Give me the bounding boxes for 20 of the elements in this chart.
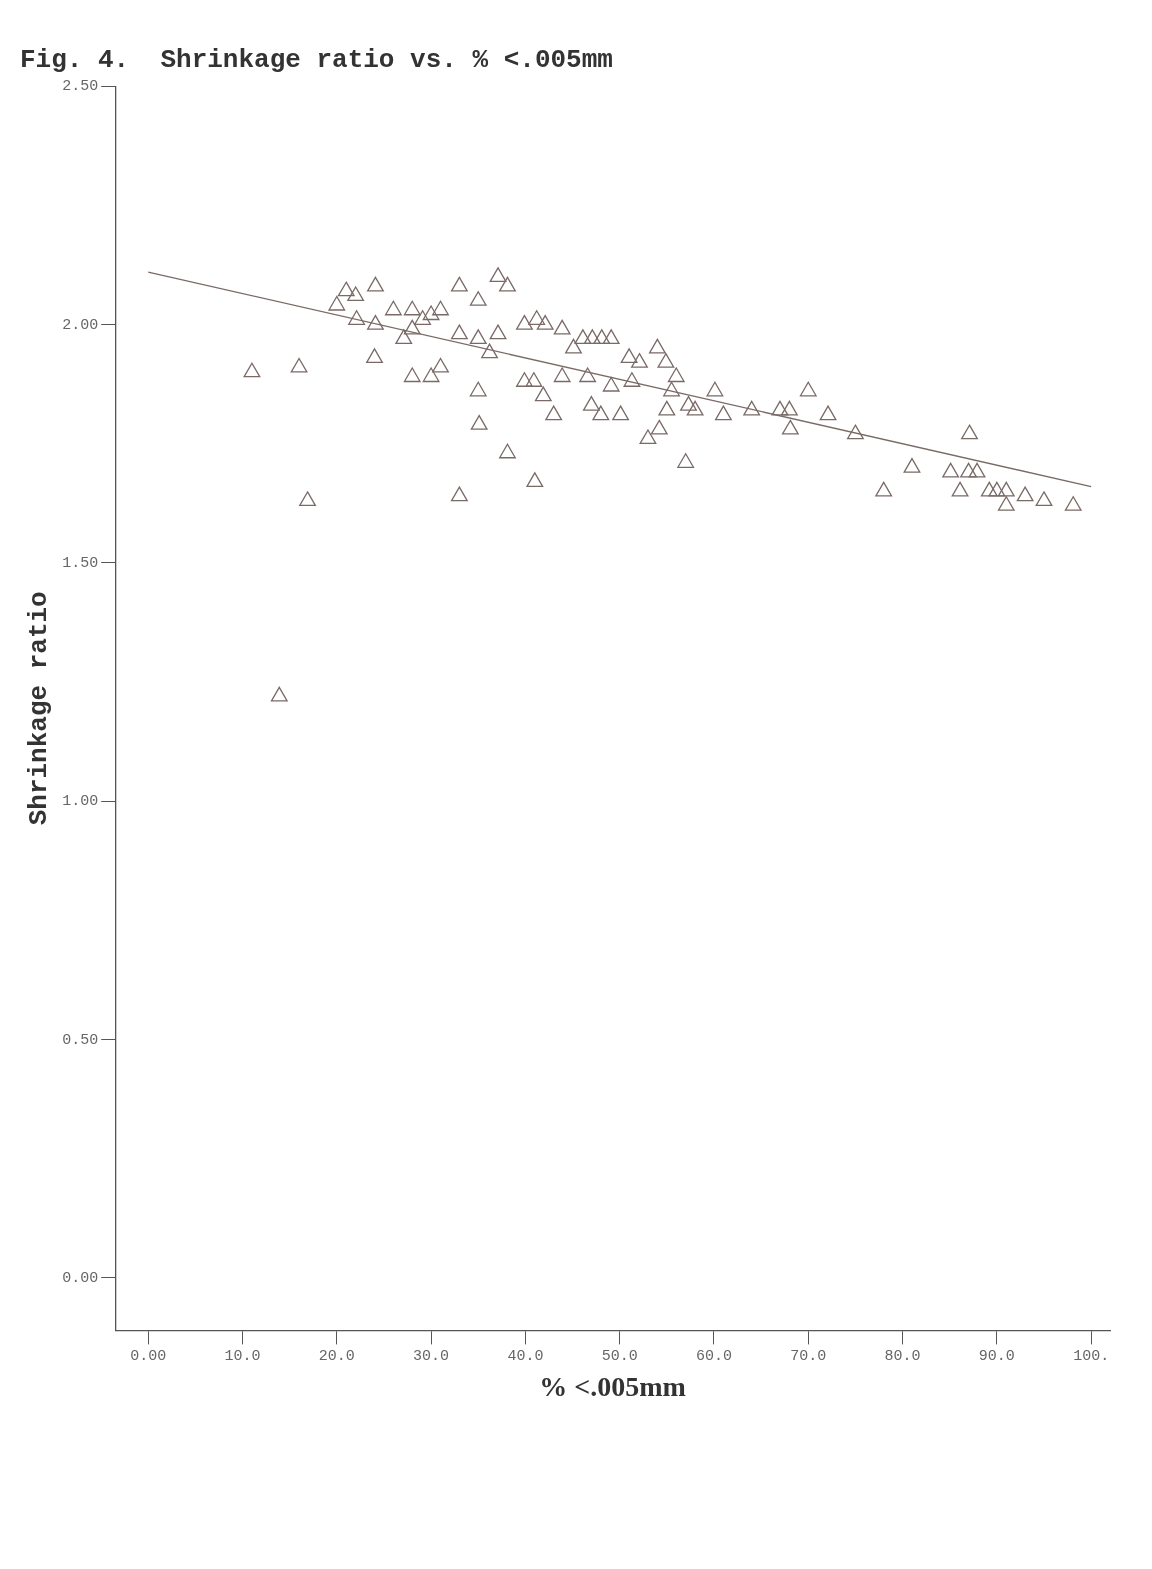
x-tick-label: 40.0 [507,1348,544,1366]
x-tick-label: 30.0 [413,1348,450,1366]
y-tick-label: 0.50 [62,1031,99,1049]
x-axis-title: % <.005mm [539,1371,686,1403]
x-tick-label: 60.0 [695,1348,732,1366]
x-tick-label: 0.00 [130,1348,167,1366]
x-tick-label: 100. [1073,1348,1110,1366]
y-tick-label: 1.50 [62,554,99,572]
y-tick-label: 1.00 [62,793,99,811]
y-tick-label: 2.00 [62,316,99,334]
x-tick-label: 90.0 [978,1348,1015,1366]
chart-title: Fig. 4. Shrinkage ratio vs. % <.005mm [20,45,613,76]
x-tick-label: 50.0 [601,1348,638,1366]
x-tick-label: 20.0 [318,1348,355,1366]
y-tick-label: 0.00 [62,1269,99,1287]
x-tick-label: 80.0 [884,1348,921,1366]
x-tick-label: 70.0 [790,1348,827,1366]
y-tick-label: 2.50 [62,78,99,96]
x-tick-label: 10.0 [224,1348,261,1366]
y-axis-title: Shrinkage ratio [24,591,55,826]
